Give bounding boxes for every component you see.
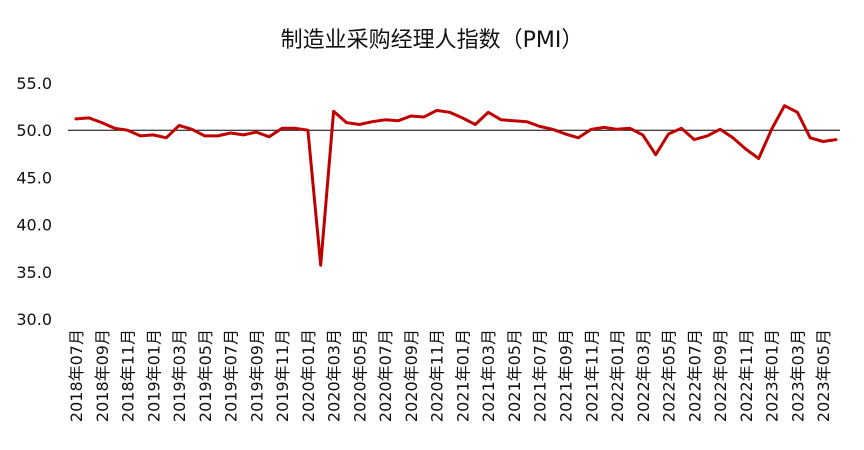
chart-title: 制造业采购经理人指数（PMI） (280, 28, 584, 53)
y-axis-tick-labels: 55.0 50.0 45.0 40.0 35.0 30.0 (16, 74, 52, 329)
x-tick-label: 2020年09月 (402, 329, 421, 422)
x-tick-label: 2020年11月 (428, 329, 447, 422)
x-tick-label: 2018年11月 (119, 329, 138, 422)
x-tick-label: 2023年05月 (814, 329, 833, 422)
x-tick-label: 2019年11月 (273, 329, 292, 422)
x-tick-label: 2021年07月 (531, 329, 550, 422)
x-tick-label: 2019年05月 (196, 329, 215, 422)
x-tick-label: 2021年03月 (479, 329, 498, 422)
x-tick-label: 2023年01月 (763, 329, 782, 422)
y-tick-label: 30.0 (16, 310, 52, 329)
y-tick-label: 50.0 (16, 121, 52, 140)
x-tick-label: 2022年03月 (634, 329, 653, 422)
x-tick-label: 2021年11月 (582, 329, 601, 422)
y-tick-label: 45.0 (16, 168, 52, 187)
x-tick-label: 2019年01月 (144, 329, 163, 422)
x-tick-label: 2021年05月 (505, 329, 524, 422)
x-tick-label: 2020年07月 (376, 329, 395, 422)
x-tick-label: 2018年09月 (93, 329, 112, 422)
x-tick-label: 2021年09月 (557, 329, 576, 422)
x-tick-label: 2022年09月 (711, 329, 730, 422)
x-tick-label: 2020年05月 (350, 329, 369, 422)
y-tick-label: 55.0 (16, 74, 52, 93)
x-tick-label: 2023年03月 (788, 329, 807, 422)
x-tick-label: 2022年01月 (608, 329, 627, 422)
x-tick-label: 2022年05月 (660, 329, 679, 422)
x-tick-label: 2020年03月 (325, 329, 344, 422)
series-line (74, 104, 838, 267)
x-tick-label: 2022年07月 (685, 329, 704, 422)
x-tick-label: 2021年01月 (453, 329, 472, 422)
x-tick-label: 2019年09月 (247, 329, 266, 422)
x-tick-label: 2019年07月 (222, 329, 241, 422)
y-tick-label: 40.0 (16, 216, 52, 235)
x-tick-label: 2018年07月 (67, 329, 86, 422)
x-tick-label: 2020年01月 (299, 329, 318, 422)
series-group (74, 104, 838, 267)
x-axis-tick-labels: 2018年07月 2018年09月 2018年11月 2019年01月 2019年03月… (67, 329, 833, 422)
y-tick-label: 35.0 (16, 263, 52, 282)
x-tick-label: 2022年11月 (737, 329, 756, 422)
x-tick-label: 2019年03月 (170, 329, 189, 422)
